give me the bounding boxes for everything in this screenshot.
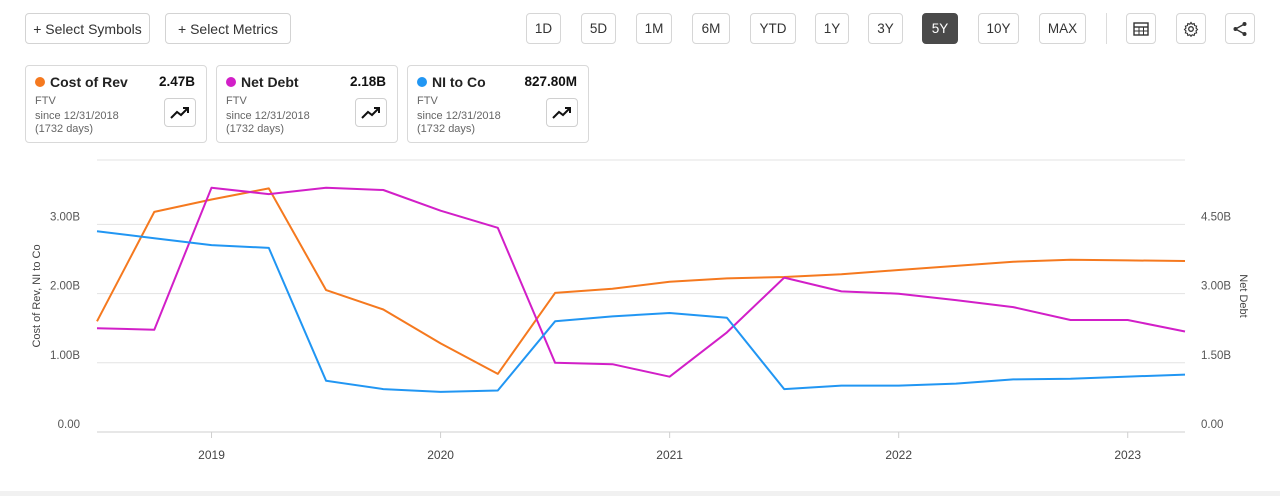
card-ticker: FTV — [417, 95, 438, 107]
select-metrics-button[interactable]: + Select Metrics — [165, 13, 291, 44]
card-since-days: (1732 days) — [226, 123, 285, 135]
metric-card-net-debt[interactable]: Net Debt 2.18B FTV since 12/31/2018 (1732… — [216, 65, 398, 143]
left-tick-label: 0.00 — [58, 419, 80, 431]
trend-up-icon — [170, 106, 189, 119]
table-icon — [1133, 21, 1149, 36]
series-color-dot — [35, 77, 45, 87]
range-1y-button[interactable]: 1Y — [815, 13, 849, 44]
range-3y-button[interactable]: 3Y — [868, 13, 903, 44]
x-tick-label: 2019 — [198, 448, 225, 462]
left-tick-label: 2.00B — [50, 281, 80, 293]
x-tick-label: 2020 — [427, 448, 454, 462]
range-max-button[interactable]: MAX — [1039, 13, 1086, 44]
x-tick-label: 2022 — [885, 448, 912, 462]
chart-grid — [97, 159, 1185, 433]
series-line-cost-of-rev — [96, 187, 1186, 375]
left-axis-ticks: 0.00 1.00B 2.00B 3.00B — [50, 211, 80, 431]
right-tick-label: 1.50B — [1201, 350, 1231, 362]
card-ticker: FTV — [226, 95, 247, 107]
chart-series — [96, 186, 1186, 393]
card-since-date: since 12/31/2018 — [35, 110, 119, 122]
x-axis-ticks: 2019 2020 2021 2022 2023 — [198, 432, 1141, 462]
metric-card-ni-to-co[interactable]: NI to Co 827.80M FTV since 12/31/2018 (17… — [407, 65, 589, 143]
share-button[interactable] — [1225, 13, 1255, 44]
settings-button[interactable] — [1176, 13, 1206, 44]
card-since-date: since 12/31/2018 — [226, 110, 310, 122]
card-metric-name: NI to Co — [432, 74, 486, 90]
share-icon — [1233, 21, 1247, 36]
series-color-dot — [417, 77, 427, 87]
series-line-ni-to-co — [96, 230, 1186, 393]
card-since-date: since 12/31/2018 — [417, 110, 501, 122]
range-6m-button[interactable]: 6M — [692, 13, 730, 44]
card-value: 2.47B — [158, 74, 195, 89]
trend-button[interactable] — [164, 98, 196, 127]
left-tick-label: 1.00B — [50, 350, 80, 362]
x-tick-label: 2023 — [1114, 448, 1141, 462]
gear-icon — [1183, 21, 1199, 37]
trend-up-icon — [361, 106, 380, 119]
toolbar-divider — [1106, 13, 1107, 44]
right-axis-ticks: 0.00 1.50B 3.00B 4.50B — [1201, 212, 1231, 431]
card-since-days: (1732 days) — [417, 123, 476, 135]
card-since: since 12/31/2018 (1732 days) — [417, 110, 501, 136]
trend-button[interactable] — [355, 98, 387, 127]
card-metric-name: Cost of Rev — [50, 74, 128, 90]
card-value: 827.80M — [524, 74, 577, 89]
table-view-button[interactable] — [1126, 13, 1156, 44]
card-title: Net Debt — [226, 74, 299, 90]
card-since-days: (1732 days) — [35, 123, 94, 135]
metric-card-cost-of-rev[interactable]: Cost of Rev 2.47B FTV since 12/31/2018 (1… — [25, 65, 207, 143]
right-axis-label: Net Debt — [1237, 274, 1249, 317]
right-tick-label: 4.50B — [1201, 212, 1231, 224]
trend-button[interactable] — [546, 98, 578, 127]
range-5y-button[interactable]: 5Y — [922, 13, 958, 44]
range-1d-button[interactable]: 1D — [526, 13, 561, 44]
trend-up-icon — [552, 106, 571, 119]
card-since: since 12/31/2018 (1732 days) — [35, 110, 119, 136]
range-10y-button[interactable]: 10Y — [978, 13, 1019, 44]
x-tick-label: 2021 — [656, 448, 683, 462]
card-ticker: FTV — [35, 95, 56, 107]
range-5d-button[interactable]: 5D — [581, 13, 616, 44]
series-line-net-debt — [96, 186, 1186, 378]
range-1m-button[interactable]: 1M — [636, 13, 672, 44]
left-tick-label: 3.00B — [50, 211, 80, 223]
card-since: since 12/31/2018 (1732 days) — [226, 110, 310, 136]
toolbar: + Select Symbols + Select Metrics 1D 5D … — [0, 13, 1280, 45]
card-metric-name: Net Debt — [241, 74, 299, 90]
select-symbols-button[interactable]: + Select Symbols — [25, 13, 150, 44]
bottom-strip — [0, 491, 1280, 496]
right-tick-label: 3.00B — [1201, 281, 1231, 293]
series-color-dot — [226, 77, 236, 87]
right-tick-label: 0.00 — [1201, 419, 1223, 431]
card-value: 2.18B — [349, 74, 386, 89]
card-title: Cost of Rev — [35, 74, 128, 90]
left-axis-label: Cost of Rev, NI to Co — [31, 244, 43, 347]
range-ytd-button[interactable]: YTD — [750, 13, 796, 44]
card-title: NI to Co — [417, 74, 486, 90]
